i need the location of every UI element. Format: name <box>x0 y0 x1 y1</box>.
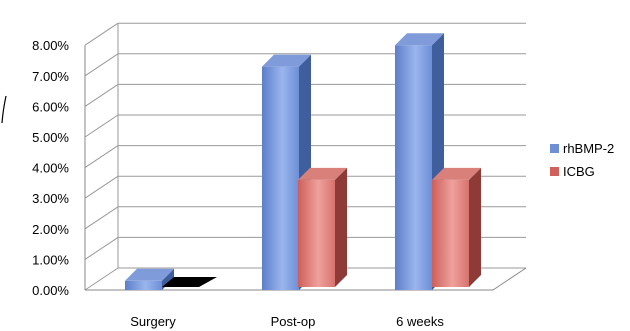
y-tick-label: 2.00% <box>32 222 69 237</box>
gridline-side <box>84 206 119 230</box>
legend: rhBMP-2 ICBG <box>550 141 614 179</box>
gridline-side <box>84 22 119 46</box>
gridline-side <box>84 53 119 77</box>
x-tick-label: Post-op <box>271 314 316 329</box>
bar-top <box>262 54 311 67</box>
bar-front <box>298 179 335 287</box>
floor-edge <box>85 267 527 291</box>
y-tick-label: 6.00% <box>32 99 69 114</box>
legend-swatch <box>550 167 559 176</box>
y-tick-label: 8.00% <box>32 38 69 53</box>
legend-label: rhBMP-2 <box>563 141 614 156</box>
y-tick-label: 4.00% <box>32 161 69 176</box>
bar <box>432 167 481 287</box>
gridline-side <box>84 175 119 199</box>
y-tick-label: 0.00% <box>32 283 69 298</box>
bar-top <box>432 167 481 180</box>
decor <box>1 95 7 124</box>
y-tick-label: 3.00% <box>32 191 69 206</box>
axes <box>84 23 527 291</box>
gridline-side <box>84 114 119 138</box>
y-tick-label: 7.00% <box>32 69 69 84</box>
gridline-side <box>84 83 119 107</box>
edge-mark <box>1 95 7 124</box>
bars <box>125 33 481 291</box>
bar-front <box>125 280 162 290</box>
bar-top <box>395 33 444 46</box>
x-tick-label: Surgery <box>130 314 176 329</box>
y-tick-label: 5.00% <box>32 130 69 145</box>
bar <box>298 167 347 287</box>
y-tick-label: 1.00% <box>32 252 69 267</box>
gridline-side <box>84 267 119 291</box>
x-tick-label: 6 weeks <box>396 314 444 329</box>
gridline-side <box>84 145 119 169</box>
bar-side <box>469 167 481 287</box>
bar-front <box>395 45 432 291</box>
bar <box>162 277 217 287</box>
bar-top <box>162 277 217 287</box>
legend-label: ICBG <box>563 164 595 179</box>
bar-side <box>335 167 347 287</box>
gridline-side <box>84 236 119 260</box>
y-axis-tick-labels: 0.00% 1.00% 2.00% 3.00% 4.00% 5.00% 6.00% 7.00%… <box>32 38 69 298</box>
bar-front <box>432 179 469 287</box>
bar-top <box>298 167 347 180</box>
legend-swatch <box>550 144 559 153</box>
bar-front <box>262 66 299 291</box>
bar-top <box>125 268 174 281</box>
x-axis-category-labels: Surgery Post-op 6 weeks <box>130 314 444 329</box>
